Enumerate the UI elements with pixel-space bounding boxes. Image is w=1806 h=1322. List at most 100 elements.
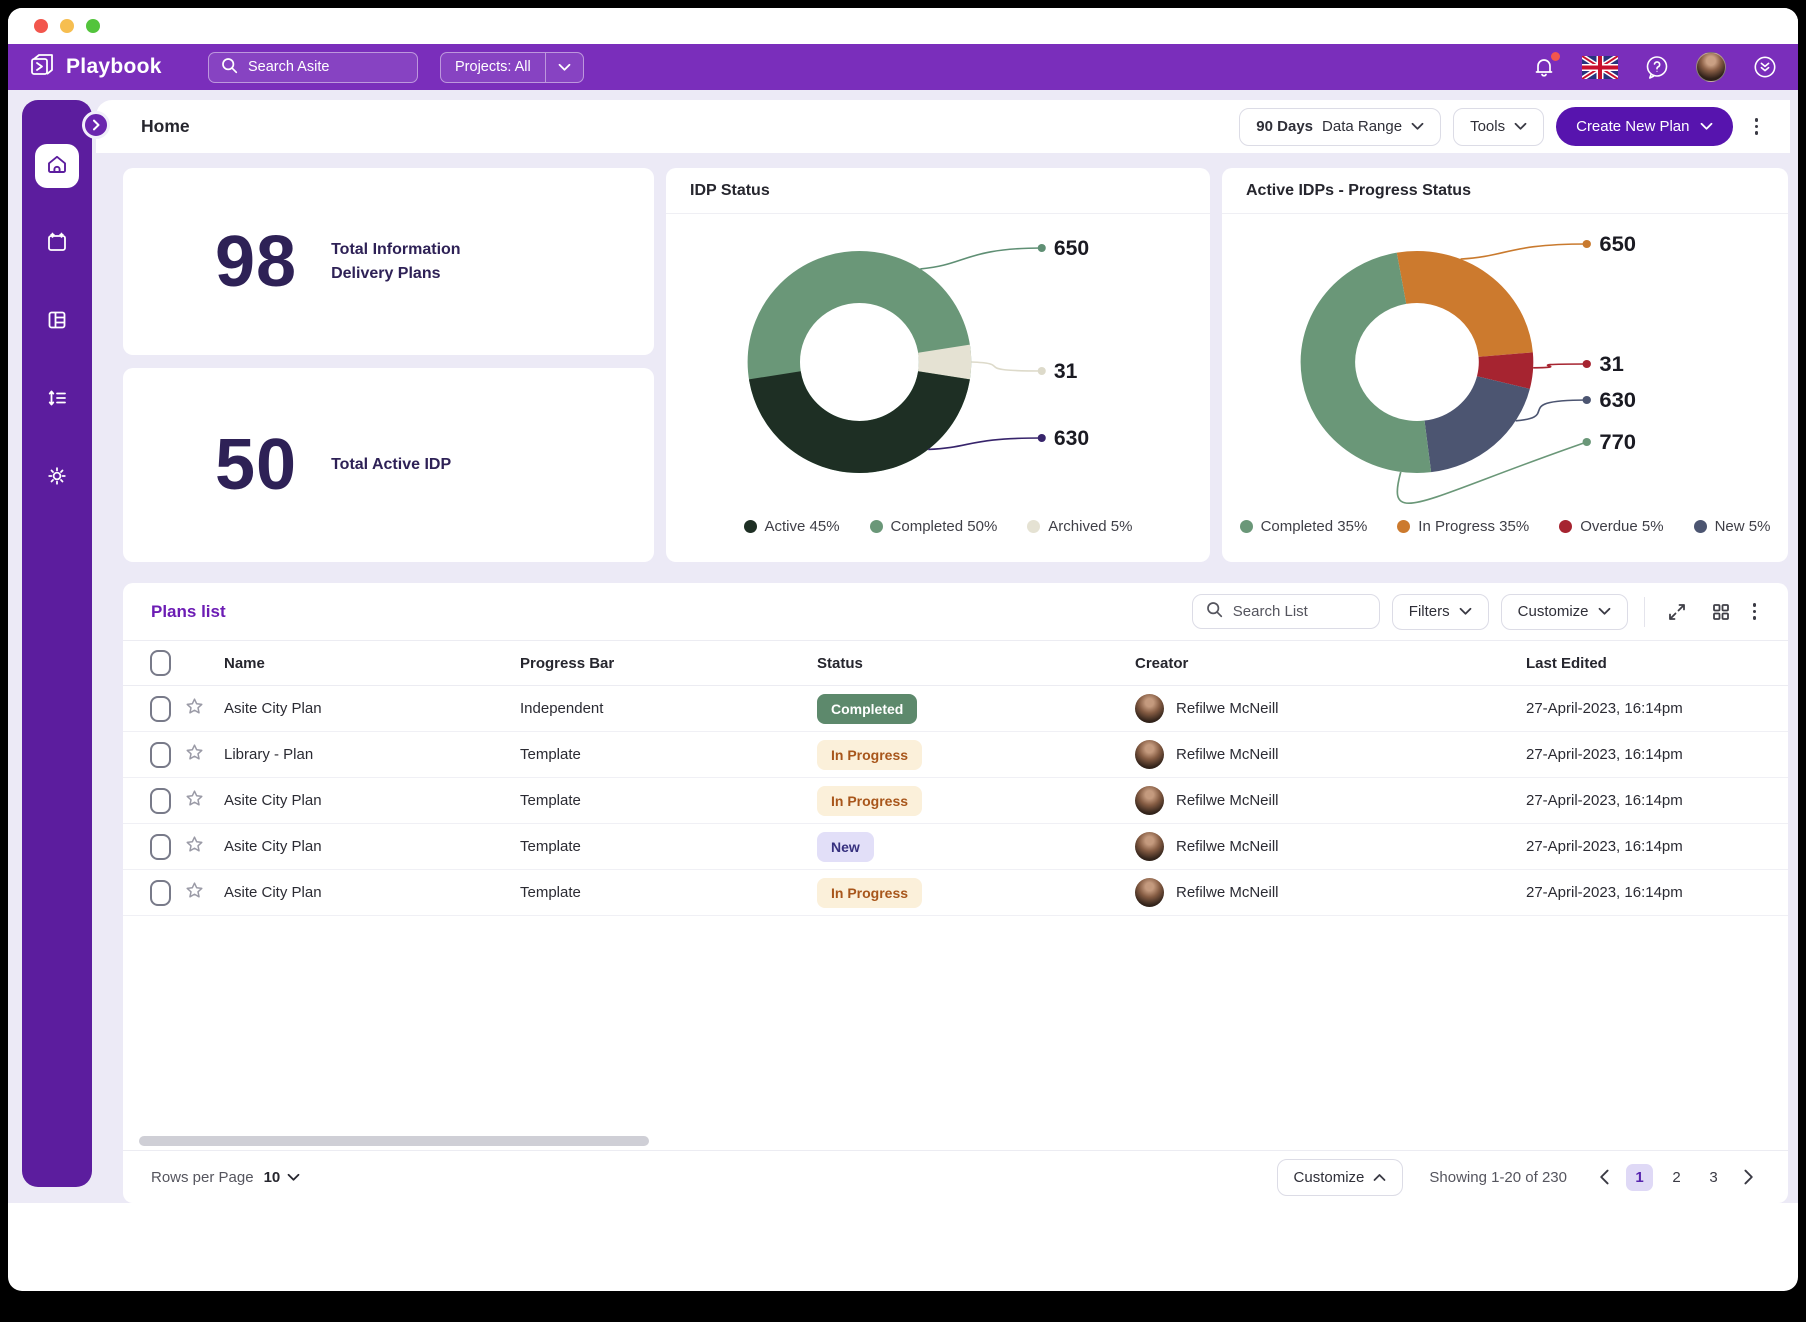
create-new-plan-button[interactable]: Create New Plan	[1556, 107, 1733, 146]
previous-page-icon[interactable]	[1593, 1165, 1616, 1189]
chart-title: Active IDPs - Progress Status	[1222, 168, 1788, 214]
sidebar-item-calendar[interactable]	[35, 222, 79, 266]
plan-name[interactable]: Asite City Plan	[224, 700, 322, 717]
creator-name: Refilwe McNeill	[1176, 884, 1279, 901]
table-row[interactable]: Library - Plan Template In Progress Refi…	[123, 732, 1788, 778]
list-kebab-menu[interactable]	[1749, 599, 1761, 624]
row-checkbox[interactable]	[150, 741, 171, 768]
table-body: Asite City Plan Independent Completed Re…	[123, 686, 1788, 916]
user-avatar[interactable]	[1696, 52, 1726, 82]
donut-callout-value: 31	[1599, 352, 1624, 375]
last-edited-value: 27-April-2023, 16:14pm	[1526, 792, 1683, 809]
sidebar-expand-button[interactable]	[82, 111, 110, 139]
column-header-name[interactable]: Name	[224, 654, 265, 672]
date-range-dropdown[interactable]: 90 Days Data Range	[1239, 107, 1442, 146]
sidebar-item-lists[interactable]	[35, 378, 79, 422]
plans-list-panel: Plans list Search List Filters	[123, 583, 1788, 1203]
sidebar-item-home[interactable]	[35, 144, 79, 188]
plan-name[interactable]: Asite City Plan	[224, 838, 322, 855]
projects-dropdown-label: Projects: All	[455, 59, 531, 75]
status-badge: Completed	[817, 693, 918, 724]
tools-dropdown[interactable]: Tools	[1453, 107, 1545, 146]
row-checkbox[interactable]	[150, 787, 171, 814]
select-all-checkbox[interactable]	[150, 650, 171, 676]
filters-dropdown[interactable]: Filters	[1391, 593, 1489, 630]
global-search-input[interactable]: Search Asite	[208, 51, 418, 83]
column-header-progress-bar[interactable]: Progress Bar	[520, 654, 615, 672]
column-header-last-edited[interactable]: Last Edited	[1526, 654, 1607, 672]
creator-avatar	[1135, 740, 1164, 769]
rows-per-page-select[interactable]: 10	[264, 1169, 301, 1186]
creator-avatar	[1135, 694, 1164, 723]
minimize-window-button[interactable]	[60, 19, 74, 33]
customize-dropdown[interactable]: Customize	[1500, 593, 1628, 630]
chart-legend: Completed 35% In Progress 35% Overdue 5% Ne…	[1222, 518, 1788, 535]
status-badge: New	[817, 831, 874, 862]
page-numbers: 1 2 3	[1626, 1163, 1727, 1191]
plan-name[interactable]: Library - Plan	[224, 746, 314, 763]
legend-item: New 5%	[1693, 518, 1770, 535]
chevron-double-down-icon[interactable]	[1752, 54, 1778, 80]
date-range-value: 90 Days	[1256, 118, 1314, 135]
zoom-window-button[interactable]	[86, 19, 100, 33]
row-checkbox[interactable]	[150, 695, 171, 722]
chevron-down-icon	[287, 1173, 300, 1181]
table-row[interactable]: Asite City Plan Template New Refilwe McN…	[123, 824, 1788, 870]
chevron-down-icon	[546, 63, 583, 72]
favorite-star-icon[interactable]	[184, 742, 205, 767]
sidebar-item-projects[interactable]	[35, 300, 79, 344]
legend-item: Archived 5%	[1027, 518, 1133, 535]
creator-name: Refilwe McNeill	[1176, 746, 1279, 763]
notifications-bell-icon[interactable]	[1532, 52, 1560, 79]
creator-name: Refilwe McNeill	[1176, 700, 1279, 717]
legend-dot	[743, 520, 757, 533]
favorite-star-icon[interactable]	[184, 696, 205, 721]
plan-name[interactable]: Asite City Plan	[224, 884, 322, 901]
row-checkbox[interactable]	[150, 879, 171, 906]
list-search-input[interactable]: Search List	[1191, 594, 1380, 629]
showing-results-label: Showing 1-20 of 230	[1429, 1168, 1567, 1186]
close-window-button[interactable]	[34, 19, 48, 33]
creator-avatar	[1135, 832, 1164, 861]
page-number-1[interactable]: 1	[1626, 1163, 1653, 1191]
pagination: 1 2 3	[1593, 1163, 1760, 1191]
table-row[interactable]: Asite City Plan Independent Completed Re…	[123, 686, 1788, 732]
plans-list-toolbar: Search List Filters Customize	[1191, 593, 1761, 630]
horizontal-scrollbar-thumb[interactable]	[139, 1136, 649, 1146]
page-kebab-menu[interactable]	[1745, 112, 1769, 141]
table-icon	[45, 308, 69, 337]
table-row[interactable]: Asite City Plan Template In Progress Ref…	[123, 778, 1788, 824]
row-checkbox[interactable]	[150, 833, 171, 860]
page-number-2[interactable]: 2	[1672, 1168, 1681, 1186]
uk-flag-icon[interactable]	[1582, 55, 1618, 79]
app-window: Playbook Search Asite Projects: All	[8, 8, 1798, 1291]
favorite-star-icon[interactable]	[184, 880, 205, 905]
tools-label: Tools	[1470, 118, 1506, 135]
search-icon	[221, 57, 238, 78]
legend-dot	[1693, 520, 1707, 533]
fullscreen-icon[interactable]	[1661, 598, 1693, 626]
column-header-status[interactable]: Status	[817, 654, 863, 672]
legend-label: Overdue 5%	[1580, 518, 1664, 535]
create-new-plan-label: Create New Plan	[1576, 118, 1690, 135]
help-icon[interactable]	[1644, 54, 1670, 80]
table-row[interactable]: Asite City Plan Template In Progress Ref…	[123, 870, 1788, 916]
page-number-3[interactable]: 3	[1709, 1168, 1718, 1186]
sidebar-item-settings[interactable]	[35, 456, 79, 500]
footer-customize-dropdown[interactable]: Customize	[1276, 1158, 1404, 1196]
projects-dropdown[interactable]: Projects: All	[440, 51, 584, 83]
plan-name[interactable]: Asite City Plan	[224, 792, 322, 809]
stat-value: 50	[215, 425, 298, 505]
creator-avatar	[1135, 878, 1164, 907]
favorite-star-icon[interactable]	[184, 788, 205, 813]
window-titlebar	[8, 8, 1798, 44]
favorite-star-icon[interactable]	[184, 834, 205, 859]
app-logo[interactable]: Playbook	[28, 51, 208, 84]
next-page-icon[interactable]	[1737, 1165, 1760, 1189]
column-header-creator[interactable]: Creator	[1135, 654, 1189, 672]
calendar-icon	[45, 230, 69, 259]
idp-status-donut-chart: 650 31 630	[747, 237, 1089, 473]
grid-view-icon[interactable]	[1705, 598, 1737, 626]
legend-label: Completed 50%	[890, 518, 998, 535]
chevron-down-icon	[1514, 122, 1527, 130]
